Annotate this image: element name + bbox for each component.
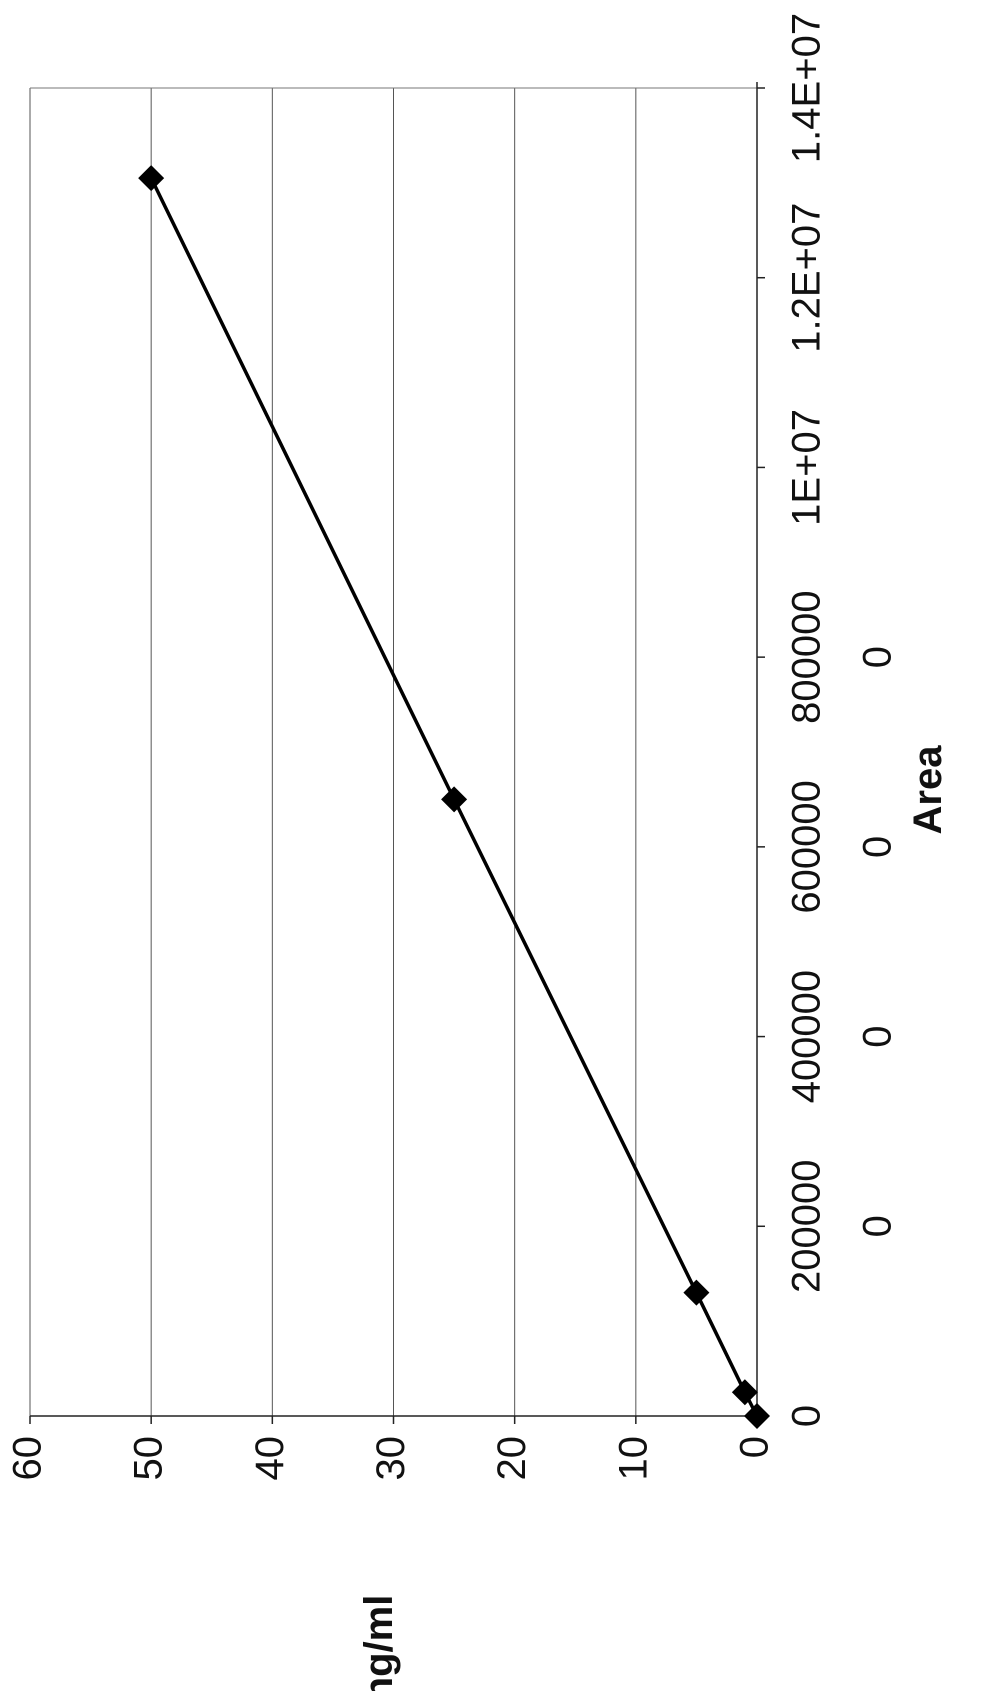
y-tick-label-40: 40 <box>248 1436 292 1481</box>
x-tick-label-0: 0 <box>785 1405 829 1427</box>
data-point-marker <box>683 1279 710 1306</box>
x-tick-label-suffix: 0 <box>856 646 900 668</box>
x-tick-label-1.2E+07: 1.2E+07 <box>785 203 829 353</box>
x-tick-label-600000: 600000 <box>785 780 829 913</box>
x-tick-label-1.4E+07: 1.4E+07 <box>785 13 829 163</box>
y-axis-title: ng/ml <box>357 1595 401 1691</box>
y-tick-label-10: 10 <box>611 1436 655 1481</box>
y-tick-label-50: 50 <box>127 1436 171 1481</box>
data-point-marker <box>731 1379 758 1406</box>
data-series <box>138 165 770 1429</box>
x-tick-label-1E+07: 1E+07 <box>785 409 829 526</box>
axes <box>29 82 765 1424</box>
tick-labels: 0 10 20 30 40 50 60 0 200000 400000 600000 800000 1E… <box>6 13 900 1481</box>
x-tick-label-200000: 200000 <box>785 1160 829 1293</box>
y-tick-label-0: 0 <box>733 1436 777 1458</box>
y-tick-label-30: 30 <box>369 1436 413 1481</box>
x-tick-label-400000: 400000 <box>785 970 829 1103</box>
x-tick-label-800000: 800000 <box>785 590 829 723</box>
gridlines <box>29 87 758 1416</box>
y-tick-label-60: 60 <box>6 1436 50 1481</box>
data-point-marker <box>441 786 468 813</box>
y-tick-label-20: 20 <box>490 1436 534 1481</box>
data-point-marker <box>744 1403 770 1429</box>
x-tick-label-suffix: 0 <box>856 1025 900 1047</box>
x-axis-title: Area <box>906 745 950 835</box>
x-tick-label-suffix: 0 <box>856 836 900 858</box>
data-point-marker <box>138 165 165 192</box>
x-tick-label-suffix: 0 <box>856 1215 900 1237</box>
